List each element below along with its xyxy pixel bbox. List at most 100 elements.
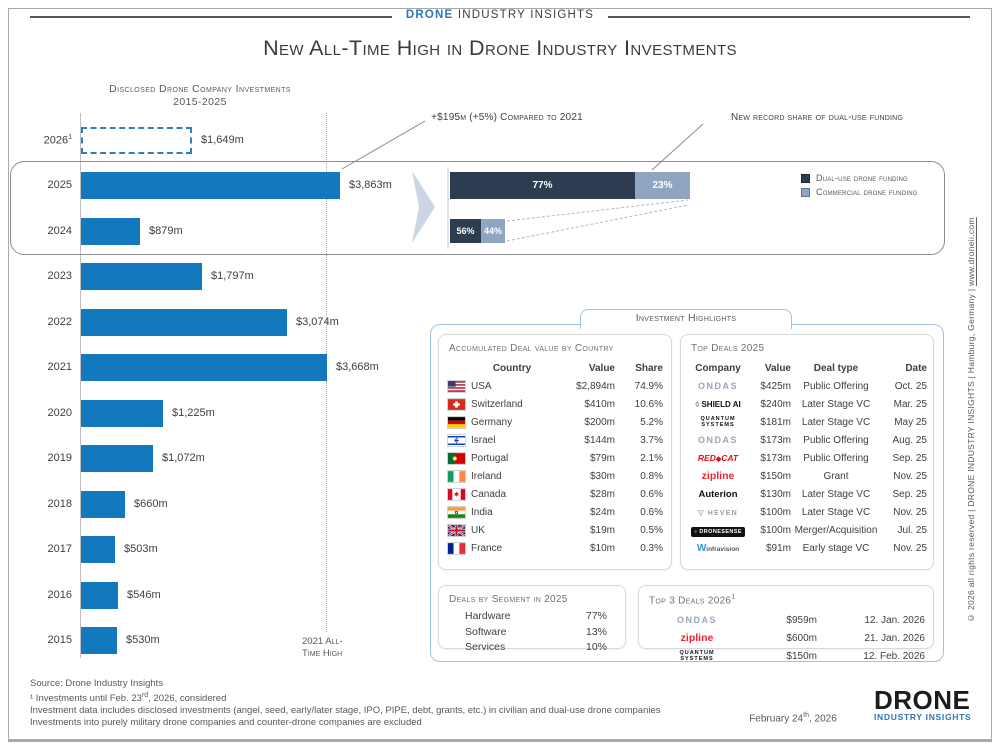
- heven-v-icon: ▽: [698, 509, 705, 517]
- flag-portugal-icon: [447, 451, 471, 465]
- country-share: 0.5%: [640, 524, 663, 536]
- main-chart-title-line1: Disclosed Drone Company Investments: [109, 83, 291, 95]
- deal-type: Early stage VC: [802, 542, 870, 554]
- bar-2024: [81, 218, 140, 245]
- bar-2022: [81, 309, 287, 336]
- country-value: $19m: [589, 524, 615, 536]
- footnote-2: Investment data includes disclosed inves…: [30, 705, 661, 717]
- deal-value: $181m: [760, 416, 791, 428]
- footer-notes: Source: Drone Industry Insights ¹ Invest…: [30, 678, 661, 729]
- top-deals-title: Top Deals 2025: [691, 343, 765, 354]
- deal-type: Later Stage VC: [801, 488, 871, 500]
- page-title: New All-Time High in Drone Industry Inve…: [263, 36, 737, 60]
- deal-date: Nov. 25: [893, 470, 927, 482]
- deal-type: Later Stage VC: [801, 398, 871, 410]
- flag-switzerland-icon: [447, 397, 471, 411]
- bar-value-2022: $3,074m: [296, 316, 339, 328]
- deal-value: $425m: [760, 380, 791, 392]
- flag-india-icon: [447, 505, 471, 519]
- segment-row-hardware: Hardware 77%: [447, 610, 617, 626]
- flag-ireland-icon: [447, 469, 471, 483]
- deal-type: Grant: [823, 470, 849, 482]
- deal-date: Nov. 25: [893, 506, 927, 518]
- deal-value: $150m: [760, 470, 791, 482]
- top3-2026-card: Top 3 Deals 20261 Ondas $959m 12. Jan. 202…: [638, 585, 934, 662]
- country-share: 5.2%: [640, 416, 663, 428]
- segment-share: 13%: [585, 625, 607, 638]
- country-name: Portugal: [471, 452, 509, 464]
- dronesense-dot-icon: ●: [694, 528, 698, 535]
- company-logo-ondas: Ondas: [676, 614, 717, 625]
- copyright-sidebar: © 2026 all rights reserved | DRONE INDUS…: [966, 140, 980, 700]
- year-label-2022: 2022: [47, 316, 72, 328]
- website-link[interactable]: www.droneii.com: [966, 217, 976, 286]
- country-row-Canada: Canada $28m 0.6%: [447, 485, 663, 503]
- segment-label: Software: [465, 625, 507, 638]
- country-value: $144m: [584, 434, 615, 446]
- deal-type: Merger/Acquisition: [794, 524, 878, 536]
- country-value: $24m: [589, 506, 615, 518]
- year-label-2015: 2015: [47, 634, 72, 646]
- deal-value: $240m: [760, 398, 791, 410]
- deal-value-header: Value: [764, 362, 791, 374]
- year-label-2016: 2016: [47, 589, 72, 601]
- deal-value: $91m: [765, 542, 791, 554]
- country-row-Switzerland: Switzerland $410m 10.6%: [447, 395, 663, 413]
- deal-date: Jul. 25: [897, 524, 927, 536]
- country-value: $28m: [589, 488, 615, 500]
- year-label-2019: 2019: [47, 452, 72, 464]
- segment-row-software: Software 13%: [447, 626, 617, 642]
- share-bar-2025-commercial: 23%: [635, 172, 690, 199]
- country-row-Israel: Israel $144m 3.7%: [447, 431, 663, 449]
- header-rule-right: [608, 16, 970, 18]
- bar-value-2015: $530m: [126, 634, 160, 646]
- all-time-high-label-line2: Time High: [302, 648, 343, 659]
- bar-2017: [81, 536, 115, 563]
- investment-highlights-tab: Investment Highlights: [580, 309, 792, 329]
- y-axis-line: [80, 113, 81, 658]
- top-deals-card: Top Deals 2025 Company Value Deal type D…: [680, 334, 934, 570]
- bar-2021: [81, 354, 327, 381]
- brand-drone: DRONE: [405, 9, 454, 21]
- country-share: 0.6%: [640, 506, 663, 518]
- flag-usa-icon: [447, 379, 471, 393]
- country-share: 0.3%: [640, 542, 663, 554]
- year-label-2017: 2017: [47, 543, 72, 555]
- country-card-title: Accumulated Deal value by Country: [449, 343, 614, 354]
- country-header: Country: [492, 362, 532, 374]
- footnote-1: ¹ Investments until Feb. 23rd, 2026, con…: [30, 692, 227, 705]
- deal-date: Mar. 25: [893, 398, 927, 410]
- country-value: $410m: [584, 398, 615, 410]
- header-rule-left: [30, 16, 392, 18]
- deal-date: Nov. 25: [893, 542, 927, 554]
- deal-row-9: ● DroneSense $100m Merger/Acquisition Jul. …: [689, 521, 927, 539]
- all-time-high-label: 2021 All- Time High: [302, 636, 372, 660]
- country-value: $10m: [589, 542, 615, 554]
- share-bar-2025-dual-use: 77%: [450, 172, 635, 199]
- country-name: Canada: [471, 488, 507, 500]
- flag-israel-icon: [447, 433, 471, 447]
- country-share: 3.7%: [640, 434, 663, 446]
- deal-date: Sep. 25: [892, 452, 927, 464]
- deal-date: 21. Jan. 2026: [864, 632, 925, 644]
- country-row-Ireland: Ireland $30m 0.8%: [447, 467, 663, 485]
- bar-value-2016: $546m: [127, 589, 161, 601]
- deal-row-1: Ondas $425m Public Offering Oct. 25: [689, 377, 927, 395]
- company-logo-heven: ▽ Heven: [698, 509, 738, 517]
- flag-uk-icon: [447, 523, 471, 537]
- country-value: $79m: [589, 452, 615, 464]
- company-logo-ondas: Ondas: [697, 380, 738, 391]
- deal-value: $130m: [760, 488, 791, 500]
- flag-france-icon: [447, 541, 471, 555]
- deal-row-8: ▽ Heven $100m Later Stage VC Nov. 25: [689, 503, 927, 521]
- country-table-header: Country Value Share: [447, 359, 663, 377]
- footnote-3: Investments into purely military drone c…: [30, 717, 422, 729]
- segment-label: Services: [465, 641, 506, 653]
- company-logo-ondas: Ondas: [697, 434, 738, 445]
- company-logo-zipline: zipline: [680, 632, 714, 645]
- value-header: Value: [588, 362, 615, 374]
- bar-2019: [81, 445, 153, 472]
- legend-swatch-dual-use-icon: [801, 173, 810, 183]
- country-row-USA: USA $2,894m 74.9%: [447, 377, 663, 395]
- bar-value-2021: $3,668m: [336, 361, 379, 373]
